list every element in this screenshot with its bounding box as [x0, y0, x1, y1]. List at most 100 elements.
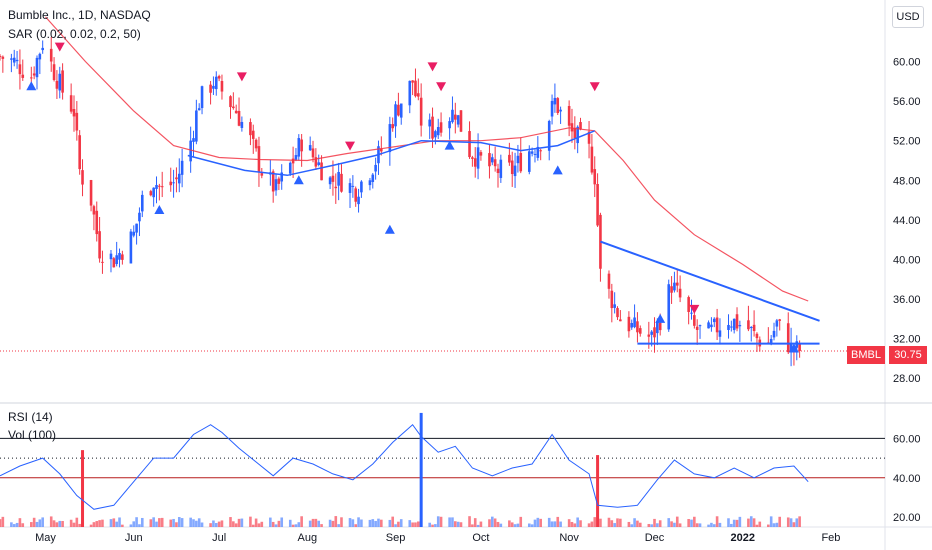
sar-buy-marker [154, 204, 165, 214]
volume-bar [712, 524, 716, 527]
candle [212, 85, 215, 89]
volume-bar [798, 516, 801, 527]
chart-title: Bumble Inc., 1D, NASDAQ [8, 8, 151, 22]
candle [769, 338, 773, 343]
candle [570, 123, 574, 132]
volume-bar [656, 523, 659, 527]
candle [18, 64, 22, 75]
candle [240, 121, 244, 128]
volume-bar [439, 516, 443, 527]
candle [607, 273, 611, 289]
candle [152, 187, 155, 198]
price-axis-tick: 44.00 [893, 215, 921, 227]
time-axis-tick: Oct [472, 532, 489, 544]
volume-bar [237, 518, 241, 527]
volume-bar [730, 523, 733, 527]
currency-button[interactable]: USD [892, 6, 924, 28]
candle [189, 140, 192, 162]
volume-bar [550, 521, 554, 527]
candle [197, 108, 201, 111]
volume-bar [132, 521, 136, 527]
price-axis-tick: 48.00 [893, 175, 921, 187]
volume-bar [72, 522, 76, 527]
candle [516, 155, 520, 164]
candle [619, 319, 622, 322]
volume-bar [530, 524, 534, 527]
candle [35, 57, 39, 78]
candle [331, 175, 335, 182]
volume-bar [673, 522, 676, 527]
candle [488, 153, 491, 167]
candle [220, 80, 224, 92]
candle [727, 324, 730, 330]
candle [451, 109, 454, 123]
volume-bar [274, 524, 278, 527]
candle [200, 86, 204, 109]
volume-bar [12, 524, 16, 527]
volume-bar [0, 519, 2, 527]
time-axis-tick: May [35, 532, 56, 544]
candle [251, 130, 255, 139]
candle [687, 297, 690, 312]
candle [789, 342, 793, 353]
candle [408, 80, 412, 106]
time-axis-tick: Jul [212, 532, 226, 544]
volume-bar [667, 518, 671, 527]
candle [52, 64, 56, 81]
volume-indicator-label[interactable]: Vol (100) [8, 428, 57, 442]
volume-bar [394, 524, 397, 527]
candle [656, 321, 659, 334]
volume-bar [351, 519, 355, 527]
candle [490, 157, 494, 163]
sar-indicator-label[interactable]: SAR (0.02, 0.02, 0.2, 50) [8, 27, 141, 41]
volume-bar [368, 519, 372, 527]
sar-sell-marker [436, 82, 447, 92]
candle [778, 319, 782, 321]
volume-bar [590, 521, 594, 527]
candle [288, 162, 292, 174]
candle [140, 194, 144, 212]
volume-bar [536, 517, 540, 527]
candle [712, 318, 716, 323]
volume-bar [767, 524, 770, 527]
candle [12, 57, 16, 63]
volume-bar [510, 522, 514, 527]
sar-buy-marker [26, 81, 37, 91]
candle [772, 330, 776, 338]
candle [510, 160, 514, 175]
volume-bar [348, 518, 352, 527]
volume-bar [490, 516, 494, 527]
volume-bar [78, 523, 81, 527]
candle [232, 106, 235, 109]
volume-bar [251, 524, 255, 527]
volume-bar [158, 518, 161, 527]
volume-bar [388, 519, 392, 527]
candle [439, 122, 443, 133]
volume-bar [1, 516, 5, 527]
volume-bar [140, 517, 144, 527]
volume-bar [710, 522, 713, 527]
volume-bar [308, 520, 312, 527]
volume-bar [152, 517, 155, 527]
time-axis-tick: Aug [298, 532, 318, 544]
candle [15, 59, 19, 62]
candle [0, 55, 2, 57]
rsi-indicator-label[interactable]: RSI (14) [8, 410, 53, 424]
volume-bar [269, 517, 272, 527]
candle [550, 100, 554, 117]
volume-bar [391, 516, 395, 527]
volume-bar [479, 521, 483, 527]
time-axis-tick: Sep [386, 532, 406, 544]
volume-bar [334, 516, 338, 527]
candle [81, 170, 84, 185]
candle [459, 110, 463, 132]
candle [613, 304, 616, 308]
candle [30, 77, 33, 79]
candle [476, 147, 480, 169]
candle [650, 331, 653, 335]
volume-bar [593, 517, 597, 527]
candle [277, 178, 281, 184]
volume-spike-bar [419, 412, 423, 527]
volume-bar [715, 516, 719, 527]
